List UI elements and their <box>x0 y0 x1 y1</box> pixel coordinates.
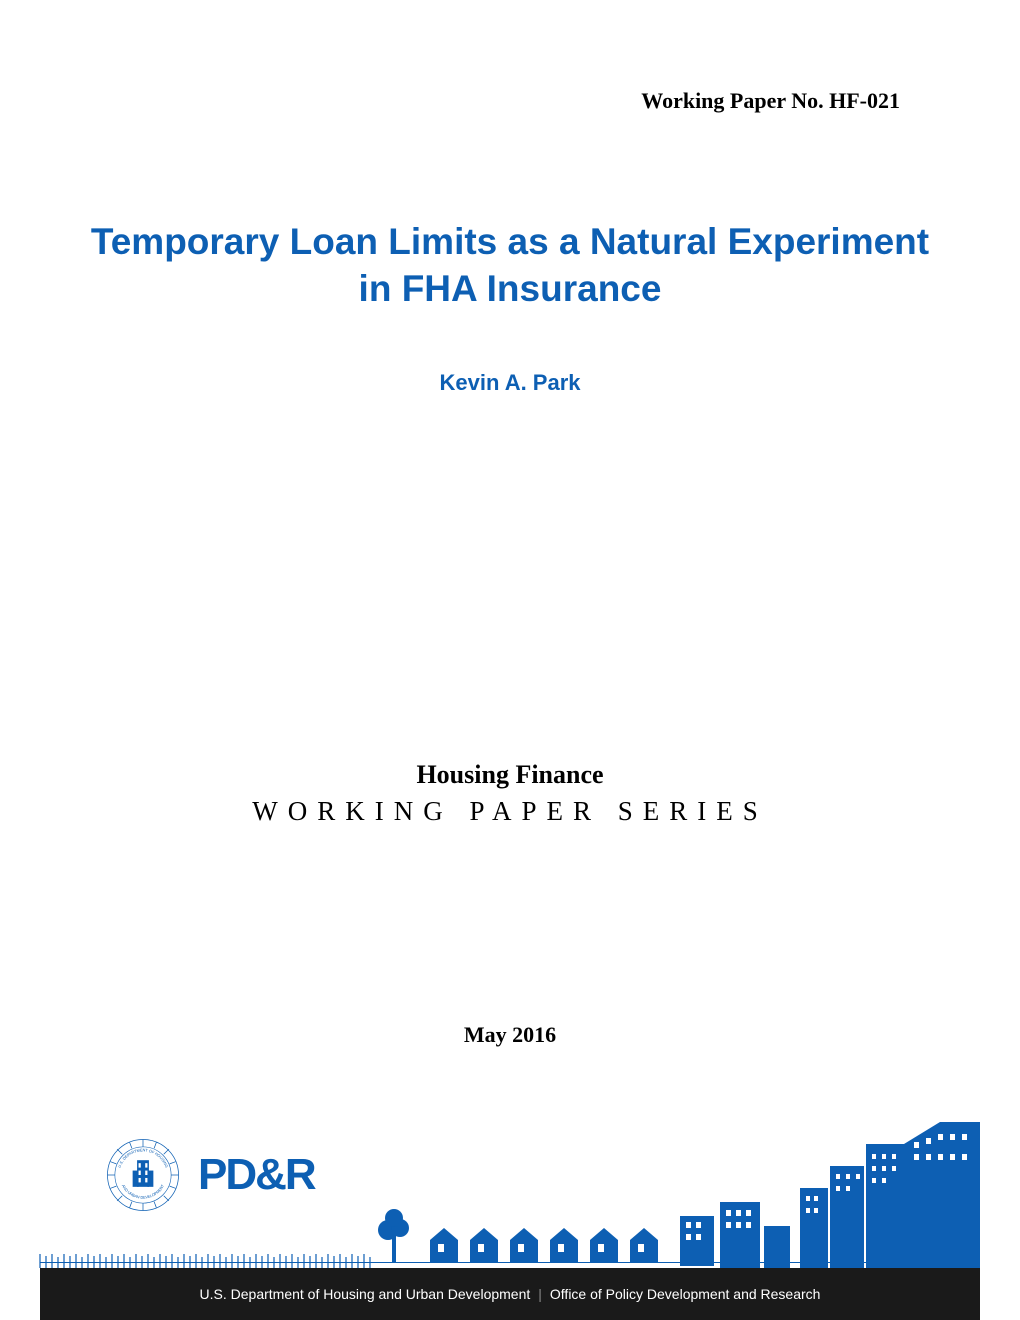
logo-row: U.S. DEPARTMENT OF HOUSING AND URBAN DEV… <box>106 1138 315 1212</box>
pdr-logo: PD&R <box>198 1150 315 1200</box>
cover-page: Working Paper No. HF-021 Temporary Loan … <box>0 0 1020 1320</box>
paper-title: Temporary Loan Limits as a Natural Exper… <box>0 218 1020 313</box>
author-name: Kevin A. Park <box>0 370 1020 396</box>
footer-separator: | <box>538 1286 542 1302</box>
working-paper-number: Working Paper No. HF-021 <box>641 88 900 114</box>
series-label: WORKING PAPER SERIES <box>0 796 1020 827</box>
footer-dept: U.S. Department of Housing and Urban Dev… <box>200 1286 531 1302</box>
series-topic: Housing Finance <box>0 760 1020 790</box>
footer-office: Office of Policy Development and Researc… <box>550 1286 821 1302</box>
hud-seal-icon: U.S. DEPARTMENT OF HOUSING AND URBAN DEV… <box>106 1138 180 1212</box>
page-footer: U.S. DEPARTMENT OF HOUSING AND URBAN DEV… <box>0 1090 1020 1320</box>
series-block: Housing Finance WORKING PAPER SERIES <box>0 760 1020 827</box>
footer-bar: U.S. Department of Housing and Urban Dev… <box>40 1268 980 1320</box>
publication-date: May 2016 <box>0 1022 1020 1048</box>
